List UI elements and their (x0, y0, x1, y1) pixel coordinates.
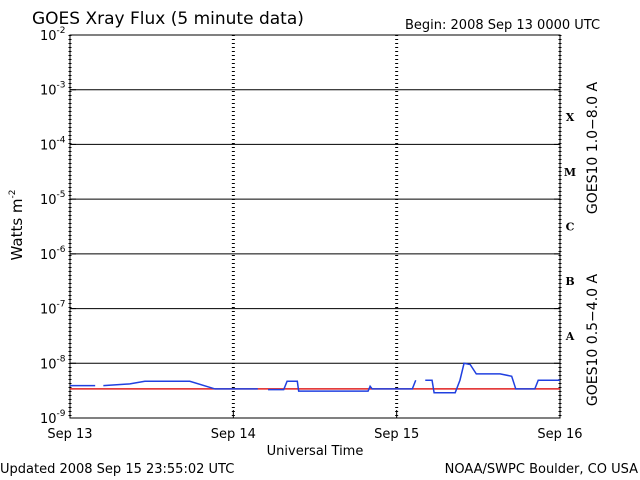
x-tick-label: Sep 14 (211, 427, 256, 442)
flare-class-label: X (566, 111, 575, 124)
y-tick-exponent: -6 (57, 245, 66, 255)
y-axis-label-text: Watts m (8, 198, 26, 260)
y-tick-label: 10-5 (40, 190, 66, 208)
y-tick-base: 10 (40, 357, 57, 372)
begin-time: Begin: 2008 Sep 13 0000 UTC (405, 18, 600, 33)
y-tick-base: 10 (40, 412, 57, 427)
y-tick-base: 10 (40, 248, 57, 263)
legend-entry: GOES10 0.5−4.0 A (585, 274, 601, 407)
y-tick-base: 10 (40, 303, 57, 318)
y-tick-label: 10-4 (40, 135, 66, 153)
y-tick-base: 10 (40, 84, 57, 99)
x-tick-label: Sep 13 (47, 427, 92, 442)
y-tick-exponent: -4 (57, 135, 66, 145)
y-axis-label: Watts m-2 (8, 189, 26, 260)
x-tick-label: Sep 15 (374, 427, 419, 442)
flare-class-label: A (565, 330, 575, 343)
y-tick-exponent: -5 (57, 190, 66, 200)
y-tick-base: 10 (40, 29, 57, 44)
y-tick-label: 10-2 (40, 26, 66, 44)
y-tick-exponent: -8 (57, 354, 66, 364)
flare-class-label: B (565, 275, 574, 288)
y-tick-exponent: -2 (57, 26, 66, 36)
y-tick-exponent: -7 (57, 300, 66, 310)
x-axis-label: Universal Time (267, 444, 364, 459)
legend-entry: GOES10 1.0−8.0 A (585, 82, 601, 215)
plot-frame (69, 34, 561, 419)
flare-class-label: M (564, 166, 576, 179)
y-tick-label: 10-6 (40, 245, 66, 263)
y-tick-label: 10-3 (40, 81, 66, 99)
y-tick-label: 10-8 (40, 354, 66, 372)
y-tick-base: 10 (40, 193, 57, 208)
y-tick-label: 10-9 (40, 409, 66, 427)
updated-time: Updated 2008 Sep 15 23:55:02 UTC (0, 462, 234, 477)
y-tick-label: 10-7 (40, 300, 66, 318)
y-tick-exponent: -9 (57, 409, 66, 419)
source: NOAA/SWPC Boulder, CO USA (445, 462, 638, 477)
y-axis-label-exponent: -2 (8, 189, 18, 198)
y-tick-exponent: -3 (57, 81, 66, 91)
flare-class-label: C (566, 221, 575, 234)
series-line (70, 362, 560, 394)
x-tick-label: Sep 16 (537, 427, 582, 442)
chart-title: GOES Xray Flux (5 minute data) (32, 9, 304, 29)
y-tick-base: 10 (40, 138, 57, 153)
